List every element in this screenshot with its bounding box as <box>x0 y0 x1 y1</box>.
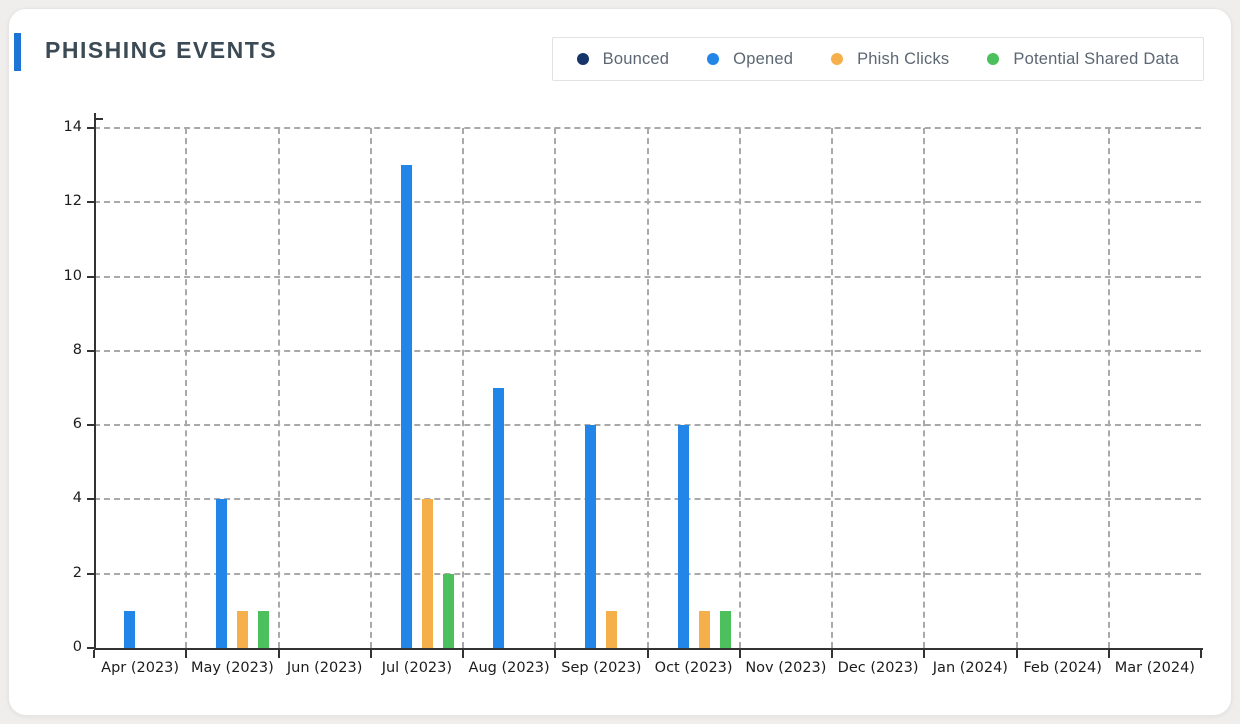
x-axis-tick <box>738 650 741 658</box>
x-axis-tick <box>831 650 833 658</box>
card-header: PHISHING EVENTS Bounced Opened Phish Click… <box>9 9 1231 99</box>
title-accent-bar <box>14 33 21 71</box>
legend-label: Potential Shared Data <box>1013 49 1179 68</box>
x-axis-tick <box>462 650 464 658</box>
gridline-vertical <box>646 128 649 648</box>
x-tick-label: Jul (2023) <box>381 660 453 676</box>
legend-dot-opened <box>707 53 720 65</box>
x-tick-label: Sep (2023) <box>561 660 642 676</box>
bar-potential-shared-data-may-2023- <box>258 610 270 648</box>
x-tick-label: Aug (2023) <box>468 660 550 676</box>
gridline-vertical <box>462 128 464 648</box>
y-tick-label: 2 <box>72 564 82 581</box>
bar-potential-shared-data-oct-2023- <box>719 610 731 648</box>
y-axis-top-cap <box>94 118 103 120</box>
y-tick-label: 6 <box>72 416 82 433</box>
gridline-vertical <box>738 128 741 648</box>
bar-opened-may-2023- <box>216 499 228 648</box>
legend-label: Opened <box>733 49 794 68</box>
gridline-vertical <box>1107 128 1110 648</box>
bar-phish-clicks-may-2023- <box>237 610 249 648</box>
bar-phish-clicks-jul-2023- <box>421 499 433 648</box>
y-axis-tick <box>87 498 94 501</box>
x-tick-label: Nov (2023) <box>745 660 827 676</box>
phishing-events-card: PHISHING EVENTS Bounced Opened Phish Click… <box>8 8 1232 716</box>
x-axis-tick <box>1107 650 1110 658</box>
y-axis-tick <box>87 127 94 129</box>
y-axis-tick <box>87 201 94 204</box>
y-axis-tick <box>87 275 94 278</box>
gridline-vertical <box>554 128 557 648</box>
y-tick-label: 14 <box>63 119 82 135</box>
legend-item-opened[interactable]: Opened <box>707 50 793 69</box>
legend-label: Bounced <box>602 49 670 68</box>
y-axis-tick <box>87 572 94 575</box>
x-axis-tick <box>93 650 95 658</box>
x-tick-label: Jun (2023) <box>286 660 363 676</box>
legend-item-phish-clicks[interactable]: Phish Clicks <box>831 50 949 69</box>
gridline-vertical <box>831 128 833 648</box>
y-tick-label: 12 <box>63 193 82 210</box>
gridline-vertical <box>185 128 188 648</box>
y-axis-tick <box>87 349 94 352</box>
x-axis-tick <box>646 650 649 658</box>
bar-phish-clicks-sep-2023- <box>606 610 618 648</box>
legend-label: Phish Clicks <box>857 49 950 68</box>
legend-item-bounced[interactable]: Bounced <box>576 49 670 69</box>
bar-phish-clicks-oct-2023- <box>698 610 710 648</box>
x-axis-tick <box>554 650 557 658</box>
x-axis-tick <box>1200 650 1202 658</box>
y-tick-label: 8 <box>72 341 82 358</box>
x-tick-label: May (2023) <box>190 660 274 676</box>
legend-dot-potential-shared-data <box>987 53 1000 65</box>
x-tick-label: Oct (2023) <box>654 660 733 676</box>
x-axis-tick <box>185 650 188 658</box>
gridline-vertical <box>1015 128 1018 648</box>
y-axis-tick <box>87 647 94 649</box>
bar-opened-oct-2023- <box>677 425 689 648</box>
legend-dot-phish-clicks <box>831 53 844 65</box>
y-axis <box>94 113 96 648</box>
x-axis-tick <box>923 650 926 658</box>
chart-legend: Bounced Opened Phish Clicks Potential Share… <box>551 37 1204 81</box>
legend-item-potential-shared-data[interactable]: Potential Shared Data <box>987 50 1179 69</box>
y-tick-label: 4 <box>72 490 82 507</box>
x-axis-tick <box>369 650 372 658</box>
page-title: PHISHING EVENTS <box>45 37 278 63</box>
bar-potential-shared-data-jul-2023- <box>442 573 454 648</box>
x-tick-label: Apr (2023) <box>101 660 180 676</box>
bar-opened-sep-2023- <box>585 425 597 648</box>
gridline-vertical <box>369 128 372 648</box>
x-axis <box>94 648 1203 650</box>
bar-opened-apr-2023- <box>124 610 136 648</box>
bar-opened-aug-2023- <box>493 388 505 648</box>
y-tick-label: 0 <box>72 639 82 655</box>
legend-dot-bounced <box>576 53 589 65</box>
y-axis-tick <box>87 424 94 427</box>
gridline-vertical <box>277 128 280 648</box>
x-axis-tick <box>1015 650 1018 658</box>
phishing-events-chart: 0 2 4 6 8 10 12 14 Apr (2023) May (2023) Jun (2023… <box>9 9 1233 717</box>
x-tick-label: Dec (2023) <box>837 660 919 676</box>
x-tick-label: Mar (2024) <box>1114 660 1195 676</box>
x-tick-label: Jan (2024) <box>932 660 1008 676</box>
x-tick-label: Feb (2024) <box>1023 660 1102 676</box>
bar-opened-jul-2023- <box>400 165 412 648</box>
gridline-vertical <box>923 128 926 648</box>
y-tick-label: 10 <box>63 267 82 284</box>
x-axis-tick <box>277 650 280 658</box>
